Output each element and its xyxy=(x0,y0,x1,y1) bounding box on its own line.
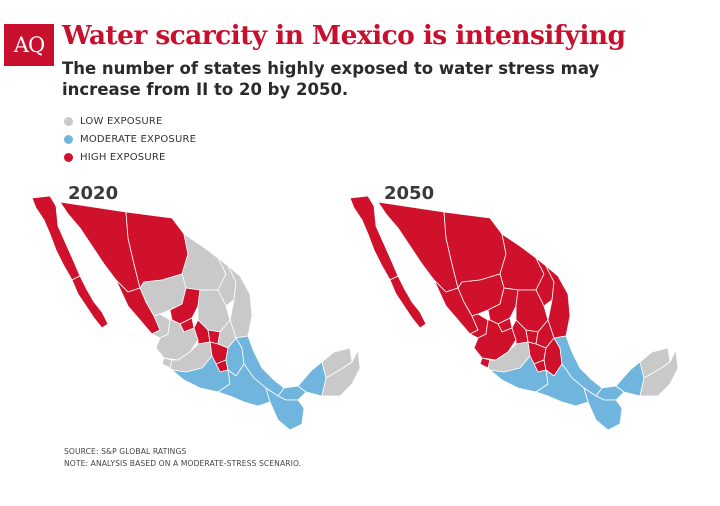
map-year-2050: 2050 xyxy=(384,183,435,204)
state-guerrero xyxy=(489,355,549,393)
legend-item-low: LOW EXPOSURE xyxy=(64,112,196,130)
legend: LOW EXPOSURE MODERATE EXPOSURE HIGH EXPO… xyxy=(64,112,196,166)
map-mexico-2050 xyxy=(349,195,679,431)
legend-swatch-low xyxy=(64,116,73,126)
note-text: NOTE: ANALYSIS BASED ON A MODERATE-STRES… xyxy=(64,459,302,468)
map-year-2020: 2020 xyxy=(68,183,119,204)
chart-subtitle: The number of states highly exposed to w… xyxy=(62,59,600,99)
legend-item-moderate: MODERATE EXPOSURE xyxy=(64,130,196,148)
state-baja-california-sur xyxy=(71,275,109,329)
legend-swatch-moderate xyxy=(64,134,73,144)
state-baja-california-sur xyxy=(389,275,427,329)
map-mexico-2020 xyxy=(31,195,361,431)
state-oaxaca xyxy=(217,363,271,407)
chart-title: Water scarcity in Mexico is intensifying xyxy=(62,20,626,51)
source-text: SOURCE: S&P GLOBAL RATINGS xyxy=(64,447,187,456)
aq-logo: AQ xyxy=(4,24,54,66)
legend-label-high: HIGH EXPOSURE xyxy=(80,151,166,163)
state-coahuila xyxy=(499,233,545,291)
state-quintana-roo xyxy=(639,349,679,397)
source-notes: SOURCE: S&P GLOBAL RATINGS NOTE: ANALYSI… xyxy=(64,446,301,470)
state-chiapas xyxy=(265,387,305,431)
state-guerrero xyxy=(171,355,231,393)
legend-label-moderate: MODERATE EXPOSURE xyxy=(80,133,197,145)
state-coahuila xyxy=(181,233,227,291)
legend-item-high: HIGH EXPOSURE xyxy=(64,148,196,166)
state-chiapas xyxy=(583,387,623,431)
legend-label-low: LOW EXPOSURE xyxy=(80,115,163,127)
legend-swatch-high xyxy=(64,152,73,162)
state-oaxaca xyxy=(535,363,589,407)
state-quintana-roo xyxy=(321,349,361,397)
